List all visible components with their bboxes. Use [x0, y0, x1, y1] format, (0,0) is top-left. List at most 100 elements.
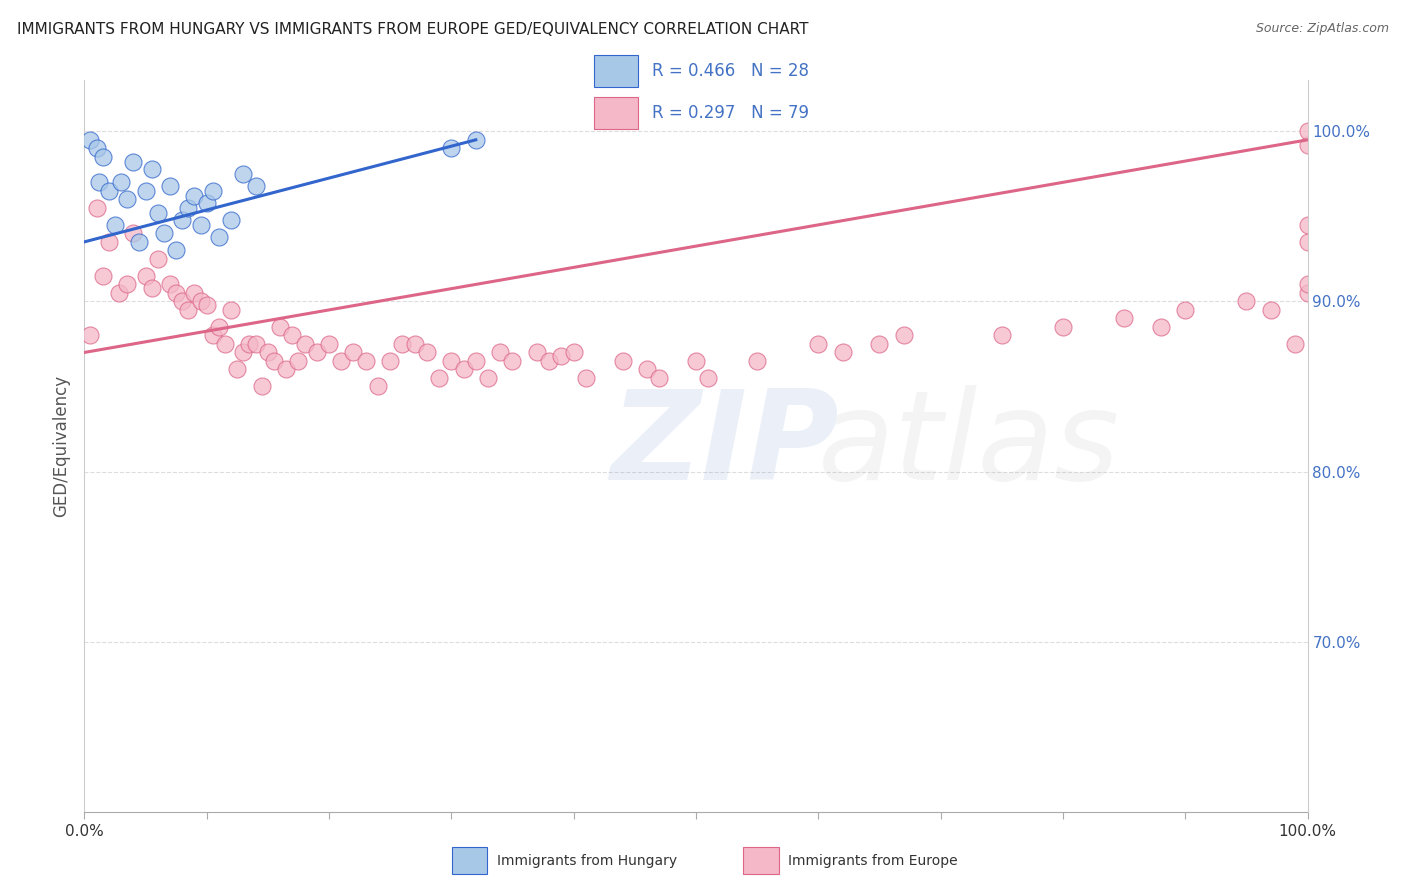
Point	[195, 298, 218, 312]
Point	[636, 362, 658, 376]
Point	[104, 218, 127, 232]
Point	[146, 252, 169, 266]
Text: Source: ZipAtlas.com: Source: ZipAtlas.com	[1256, 22, 1389, 36]
Point	[893, 328, 915, 343]
Point	[550, 349, 572, 363]
Point	[107, 285, 129, 300]
Point	[159, 178, 181, 193]
Point	[195, 195, 218, 210]
Point	[269, 320, 291, 334]
Point	[153, 227, 176, 241]
Point	[685, 354, 707, 368]
Bar	[451, 847, 488, 874]
Point	[747, 354, 769, 368]
Point	[183, 285, 205, 300]
Point	[97, 235, 120, 249]
Point	[115, 277, 138, 292]
Y-axis label: GED/Equivalency: GED/Equivalency	[52, 375, 70, 517]
Point	[232, 167, 254, 181]
Bar	[595, 97, 638, 129]
Point	[367, 379, 389, 393]
Point	[226, 362, 249, 376]
Point	[1284, 337, 1306, 351]
Point	[416, 345, 439, 359]
Point	[1296, 277, 1319, 292]
Point	[250, 379, 273, 393]
Point	[991, 328, 1014, 343]
Point	[214, 337, 236, 351]
Point	[263, 354, 285, 368]
Point	[79, 133, 101, 147]
Point	[135, 268, 157, 283]
Text: atlas: atlas	[818, 385, 1121, 507]
Point	[141, 281, 163, 295]
Point	[146, 206, 169, 220]
Point	[122, 155, 145, 169]
Point	[1296, 124, 1319, 138]
Point	[575, 371, 598, 385]
Point	[110, 175, 132, 189]
Point	[281, 328, 304, 343]
Point	[165, 285, 187, 300]
Point	[128, 235, 150, 249]
Point	[190, 294, 212, 309]
Point	[502, 354, 524, 368]
Point	[219, 302, 242, 317]
Point	[489, 345, 512, 359]
Point	[464, 133, 486, 147]
Point	[79, 328, 101, 343]
Point	[1174, 302, 1197, 317]
Point	[122, 227, 145, 241]
Point	[294, 337, 316, 351]
Point	[287, 354, 309, 368]
Point	[172, 294, 194, 309]
Point	[1296, 235, 1319, 249]
Point	[91, 150, 114, 164]
Point	[1296, 285, 1319, 300]
Point	[159, 277, 181, 292]
Point	[1296, 218, 1319, 232]
Point	[190, 218, 212, 232]
Point	[526, 345, 548, 359]
Point	[165, 244, 187, 258]
Bar	[742, 847, 779, 874]
Point	[1260, 302, 1282, 317]
Text: Immigrants from Europe: Immigrants from Europe	[789, 854, 957, 868]
Point	[86, 141, 108, 155]
Point	[807, 337, 830, 351]
Point	[380, 354, 402, 368]
Point	[1052, 320, 1074, 334]
Point	[697, 371, 720, 385]
Point	[276, 362, 298, 376]
Point	[1114, 311, 1136, 326]
Point	[208, 320, 231, 334]
Point	[183, 189, 205, 203]
Point	[427, 371, 450, 385]
Point	[464, 354, 486, 368]
Point	[97, 184, 120, 198]
Text: IMMIGRANTS FROM HUNGARY VS IMMIGRANTS FROM EUROPE GED/EQUIVALENCY CORRELATION CH: IMMIGRANTS FROM HUNGARY VS IMMIGRANTS FR…	[17, 22, 808, 37]
Point	[342, 345, 364, 359]
Point	[177, 201, 200, 215]
Point	[135, 184, 157, 198]
Point	[305, 345, 328, 359]
Point	[219, 212, 242, 227]
Point	[648, 371, 671, 385]
Point	[612, 354, 634, 368]
Text: R = 0.466   N = 28: R = 0.466 N = 28	[652, 62, 808, 79]
Point	[440, 141, 463, 155]
Point	[208, 229, 231, 244]
Point	[245, 178, 267, 193]
Bar	[595, 55, 638, 87]
Point	[1296, 137, 1319, 152]
Point	[330, 354, 353, 368]
Point	[562, 345, 585, 359]
Point	[440, 354, 463, 368]
Point	[238, 337, 260, 351]
Point	[869, 337, 891, 351]
Point	[201, 328, 224, 343]
Point	[177, 302, 200, 317]
Point	[453, 362, 475, 376]
Point	[87, 175, 110, 189]
Point	[1150, 320, 1173, 334]
